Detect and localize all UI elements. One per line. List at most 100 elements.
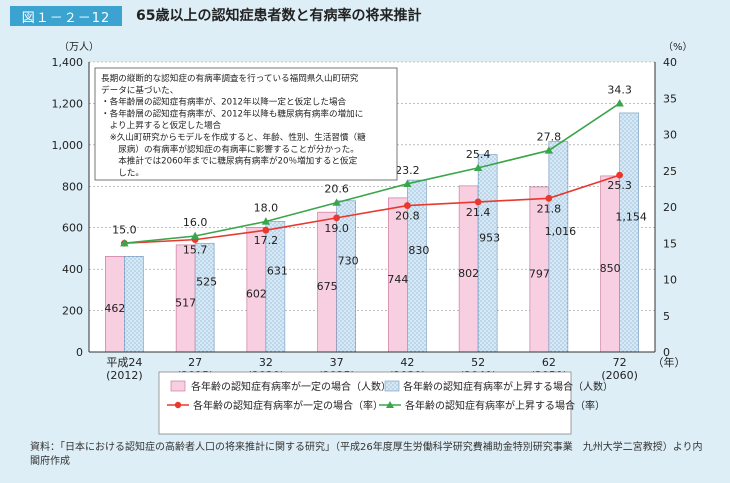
bar-rising-label: 1,154	[615, 210, 647, 223]
bar-constant-label: 802	[458, 267, 479, 280]
x-tick-label: 72	[613, 356, 627, 369]
rate-rising-point	[615, 99, 624, 107]
legend-swatch-rate-rising-marker	[386, 401, 394, 408]
y-left-tick-label: 600	[62, 222, 83, 235]
rate-rising-label: 15.0	[112, 223, 137, 236]
bar-rising-label: 631	[267, 265, 288, 278]
rate-rising-point	[544, 146, 554, 154]
rate-rising-point	[190, 231, 200, 240]
bar-constant-label: 797	[529, 267, 550, 280]
note-line: した。	[101, 167, 144, 178]
rate-constant-point	[403, 202, 411, 209]
rate-rising-point	[120, 239, 129, 247]
bar-rising-label: 730	[338, 254, 359, 267]
y-left-tick-label: 400	[62, 263, 83, 276]
legend-box	[158, 371, 572, 435]
bar-rising-label: 830	[408, 244, 429, 257]
y-right-tick-label: 20	[663, 201, 677, 214]
rate-constant-label: 25.3	[607, 179, 632, 192]
source-note: 資料：「日本における認知症の高齢者人口の将来推計に関する研究」（平成26年度厚生…	[30, 442, 703, 467]
x-tick-label: 62	[542, 356, 556, 369]
rate-rising-point	[403, 179, 412, 187]
note-line: ・各年齢層の認知症有病率が、2012年以降一定と仮定した場合	[101, 96, 347, 108]
y-right-tick-label: 0	[663, 346, 670, 359]
y-right-tick-label: 10	[663, 274, 677, 287]
rate-rising-label: 23.2	[395, 164, 420, 177]
rate-rising-label: 25.4	[466, 148, 491, 161]
y-left-tick-label: 800	[62, 180, 83, 193]
x-tick-sublabel: (2060)	[601, 369, 638, 382]
rate-rising-label: 34.3	[607, 83, 632, 96]
rate-rising-label: 20.6	[324, 183, 349, 196]
y-left-tick-label: 0	[76, 346, 83, 359]
rate-rising-point	[261, 217, 271, 225]
rate-constant-line	[124, 174, 620, 245]
bar-rising	[194, 242, 215, 353]
note-line: より上昇すると仮定した場合	[101, 119, 222, 131]
x-tick-label: 平成24	[106, 356, 142, 369]
y-right-tick-label: 25	[663, 165, 677, 178]
bar-rising	[477, 154, 498, 353]
note-line: データに基づいた、	[101, 84, 178, 96]
y-left-tick-label: 1,000	[52, 139, 84, 152]
legend-label: 各年齢の認知症有病率が上昇する場合（人数）	[403, 380, 613, 393]
chart: 462 5175256026316757307448308029537971,01…	[52, 41, 693, 435]
rate-constant-label: 21.8	[537, 202, 562, 215]
rate-rising-label: 16.0	[183, 216, 208, 229]
bar-rising-label: 953	[479, 231, 500, 244]
y-left-tick-label: 1,200	[52, 97, 84, 110]
legend-label: 各年齢の認知症有病率が一定の場合（人数）	[191, 380, 391, 393]
figure-label: 図１－２－12	[10, 6, 122, 26]
rate-rising-label: 27.8	[537, 130, 562, 143]
rate-rising-point	[332, 198, 341, 206]
rate-constant-label: 17.2	[254, 234, 279, 247]
rate-constant-label: 20.8	[395, 210, 420, 223]
legend-swatch-bar-rising	[384, 380, 400, 392]
y-left-tick-label: 1,400	[52, 56, 84, 69]
legend-label: 各年齢の認知症有病率が上昇する場合（率）	[405, 399, 605, 412]
bar-constant-label: 462	[104, 302, 125, 315]
rate-constant-label: 15.7	[183, 244, 208, 257]
x-tick-label: 52	[471, 356, 485, 369]
rate-constant-point	[262, 226, 270, 234]
y-right-tick-label: 40	[663, 56, 677, 69]
bar-rising-label: 525	[196, 276, 217, 289]
rate-constant-point	[333, 214, 341, 222]
y-right-axis-label: （%）	[663, 41, 693, 53]
bar-constant-label: 517	[175, 296, 196, 309]
x-tick-label: 37	[330, 356, 344, 369]
bar-rising	[619, 112, 639, 353]
x-tick-label: 32	[259, 356, 273, 369]
bar-rising	[548, 141, 569, 353]
legend-label: 各年齢の認知症有病率が一定の場合（率）	[193, 399, 383, 412]
rate-rising-point	[473, 163, 483, 171]
y-right-tick-label: 30	[663, 129, 677, 142]
bar-rising	[124, 255, 144, 353]
rate-rising-label: 18.0	[254, 202, 279, 215]
note-line: 尿病）の有病率が認知症の有病率に影響することが分かった。	[101, 143, 359, 155]
bar-constant-label: 850	[600, 262, 621, 275]
rate-constant-point	[616, 171, 624, 179]
note-line: 本推計では2060年までに糖尿病有病率が20％増加すると仮定	[101, 155, 358, 167]
x-tick-label: 42	[400, 356, 414, 369]
note-line: ・各年齢層の認知症有病率が、2012年以降も糖尿病有病率の増加に	[101, 107, 363, 119]
y-right-tick-label: 35	[663, 92, 677, 105]
y-right-tick-label: 5	[663, 310, 670, 323]
rate-constant-label: 21.4	[466, 206, 491, 219]
y-left-tick-label: 200	[62, 305, 83, 318]
bar-constant-label: 602	[246, 288, 267, 301]
x-axis-unit: （年）	[653, 355, 686, 369]
bar-constant-label: 744	[387, 273, 408, 286]
y-right-tick-label: 15	[663, 237, 677, 250]
rate-constant-label: 19.0	[324, 222, 349, 235]
note-box	[94, 67, 398, 181]
rate-rising-line	[124, 102, 621, 245]
rate-constant-point	[545, 194, 553, 202]
rate-constant-point	[474, 198, 482, 206]
x-tick-label: 27	[188, 356, 202, 369]
bar-rising-label: 1,016	[545, 225, 577, 238]
figure-title: 65歳以上の認知症患者数と有病率の将来推計	[136, 8, 422, 24]
y-left-axis-label: （万人）	[59, 41, 99, 53]
legend-swatch-bar-constant	[170, 380, 186, 392]
